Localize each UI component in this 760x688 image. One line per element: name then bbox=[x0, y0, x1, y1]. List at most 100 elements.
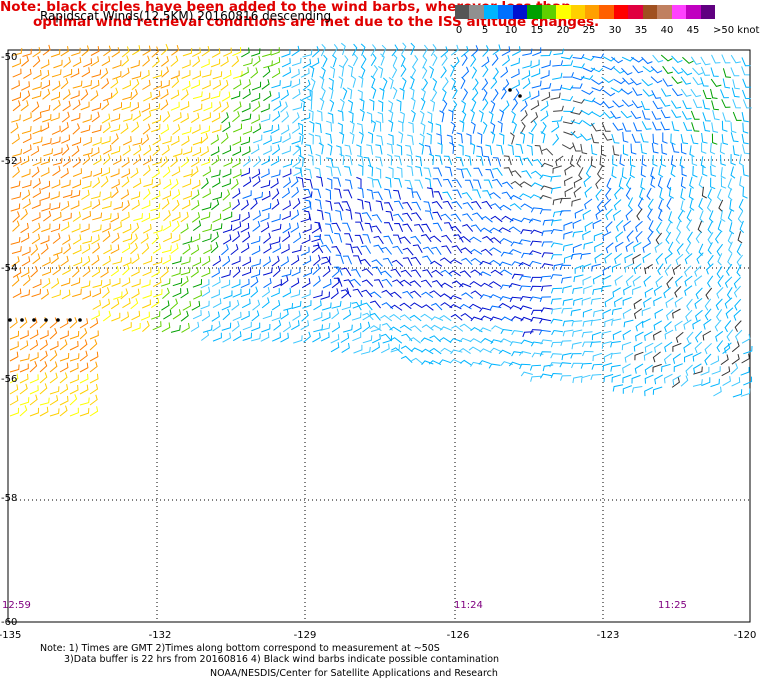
wind-barb bbox=[32, 112, 42, 122]
wind-barb bbox=[89, 406, 99, 417]
wind-barb bbox=[383, 235, 394, 245]
wind-barb bbox=[120, 189, 130, 200]
wind-barb bbox=[420, 279, 432, 288]
wind-barb bbox=[698, 176, 704, 189]
wind-barb bbox=[302, 255, 312, 266]
wind-barb bbox=[79, 408, 90, 417]
wind-barb bbox=[171, 166, 181, 177]
wind-barb bbox=[201, 202, 212, 211]
legend-swatch bbox=[671, 5, 687, 19]
wind-barb bbox=[470, 269, 483, 276]
wind-barb bbox=[563, 130, 576, 136]
wind-barb bbox=[92, 212, 103, 221]
wind-barb bbox=[520, 110, 528, 122]
wind-barb bbox=[742, 165, 749, 177]
wind-barb bbox=[655, 253, 663, 265]
wind-barb bbox=[111, 133, 119, 145]
lon-label-132: -132 bbox=[148, 630, 172, 641]
wind-barb bbox=[610, 341, 621, 348]
wind-barb bbox=[550, 318, 563, 324]
wind-barb bbox=[371, 342, 380, 353]
wind-barb bbox=[202, 188, 211, 199]
wind-barb bbox=[591, 331, 602, 341]
wind-barb bbox=[21, 81, 30, 91]
wind-barb bbox=[582, 56, 595, 61]
wind-barb bbox=[490, 269, 503, 276]
wind-barb bbox=[390, 344, 400, 353]
wind-barb bbox=[509, 217, 522, 223]
wind-barb bbox=[82, 290, 92, 300]
wind-barb bbox=[692, 319, 701, 330]
wind-barb bbox=[314, 235, 324, 245]
wind-barb bbox=[700, 156, 706, 169]
wind-barb bbox=[51, 179, 61, 189]
wind-barb bbox=[580, 133, 592, 141]
wind-barb bbox=[81, 243, 91, 254]
wind-barb bbox=[344, 144, 352, 155]
wind-barb bbox=[232, 221, 242, 232]
wind-barb bbox=[260, 213, 270, 223]
wind-barb bbox=[674, 320, 683, 332]
legend-swatch bbox=[483, 5, 499, 19]
wind-barb bbox=[253, 156, 261, 168]
wind-barb bbox=[332, 44, 338, 57]
wind-barb bbox=[604, 297, 614, 308]
wind-barb bbox=[50, 191, 60, 200]
wind-barb bbox=[162, 287, 170, 299]
wind-barb bbox=[491, 53, 499, 66]
wind-barb bbox=[70, 277, 81, 287]
wind-barb bbox=[720, 89, 729, 99]
wind-barb bbox=[281, 145, 291, 155]
wind-barb bbox=[603, 352, 613, 363]
wind-barb bbox=[313, 300, 322, 311]
wind-barb bbox=[503, 167, 514, 177]
wind-barb bbox=[143, 91, 152, 102]
wind-barb bbox=[668, 186, 674, 199]
wind-barb bbox=[132, 45, 141, 56]
wind-barb bbox=[663, 373, 673, 384]
wind-barb bbox=[490, 77, 498, 90]
wind-barb bbox=[654, 342, 663, 353]
wind-barb bbox=[50, 112, 60, 122]
wind-barb bbox=[702, 112, 711, 122]
wind-barb bbox=[69, 374, 79, 384]
wind-barb bbox=[300, 320, 310, 331]
wind-barb bbox=[520, 339, 533, 345]
wind-barb bbox=[449, 295, 462, 300]
wind-barb bbox=[240, 199, 249, 211]
wind-barb bbox=[680, 88, 692, 97]
wind-barb bbox=[171, 220, 180, 233]
wind-barb bbox=[320, 332, 330, 342]
wind-barb bbox=[393, 189, 401, 200]
wind-barb bbox=[529, 364, 542, 371]
wind-barb bbox=[291, 123, 301, 134]
wind-barb bbox=[233, 79, 242, 90]
wind-barb bbox=[551, 307, 562, 315]
contamination-dot bbox=[32, 318, 36, 322]
wind-barb bbox=[521, 252, 533, 259]
wind-barb bbox=[689, 145, 695, 158]
wind-barb bbox=[51, 289, 61, 299]
wind-barb bbox=[459, 120, 465, 132]
wind-barb bbox=[742, 187, 748, 199]
wind-barb bbox=[101, 213, 112, 222]
wind-barb bbox=[704, 353, 712, 366]
wind-barb bbox=[220, 79, 229, 91]
wind-barb bbox=[563, 106, 575, 113]
wind-barb bbox=[702, 121, 711, 132]
wind-barb bbox=[70, 68, 80, 78]
wind-barb bbox=[333, 266, 343, 276]
wind-barb bbox=[520, 217, 533, 223]
wind-barb bbox=[371, 214, 383, 223]
wind-barb bbox=[636, 208, 643, 221]
wind-barb bbox=[429, 290, 442, 297]
wind-barb bbox=[644, 331, 653, 341]
wind-barb bbox=[721, 54, 731, 64]
wind-barb bbox=[83, 58, 93, 68]
wind-barb bbox=[271, 67, 281, 79]
wind-barb bbox=[530, 309, 543, 315]
wind-barb bbox=[730, 363, 739, 375]
wind-barb bbox=[592, 219, 602, 229]
wind-barb bbox=[271, 223, 282, 232]
wind-barb bbox=[590, 133, 599, 144]
